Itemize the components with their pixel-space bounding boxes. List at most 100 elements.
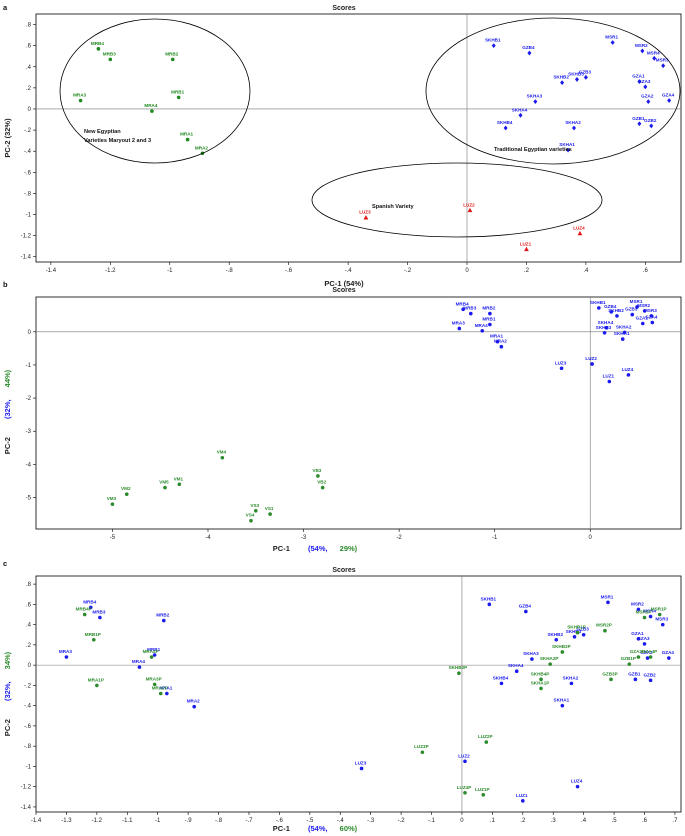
point-label-gza4p: GZA4P (642, 649, 657, 654)
x-tick-label: -.2 (398, 818, 406, 824)
panel-a-ylabel: PC-2 (32%) (3, 118, 12, 158)
point-skha4 (604, 326, 609, 330)
point-label-vm1: VM1 (174, 476, 184, 481)
point-skhb1p (575, 630, 580, 635)
point-luz1 (524, 246, 529, 252)
point-vm2 (124, 492, 129, 497)
point-skha2 (571, 125, 576, 131)
annotation-traditional: Traditional Egyptian varieties (494, 147, 572, 153)
point-luz1 (520, 799, 525, 803)
point-label-gza2: GZA2 (640, 650, 653, 655)
point-skhb3 (572, 634, 577, 639)
point-msr4 (648, 614, 653, 619)
point-gza2 (645, 656, 650, 660)
point-label-skha1: SKHA1 (559, 142, 575, 147)
point-label-skhb1: SKHB1 (590, 300, 606, 305)
y-tick-label: -.6 (24, 170, 32, 176)
panel-b-plot-area (35, 296, 682, 530)
point-gzb4 (527, 50, 532, 56)
x-tick-label: -.9 (185, 818, 193, 824)
point-label-gza3p: GZA3P (630, 649, 645, 654)
point-label-mrb4: MRB4 (83, 599, 96, 604)
point-gzb3 (581, 632, 586, 637)
point-label-skhb3: SKHB3 (596, 325, 612, 330)
y-tick-label: -.8 (24, 191, 32, 197)
point-vm5 (163, 485, 167, 490)
panel-a-title: Scores (332, 5, 355, 12)
point-label-vm5: VM5 (159, 480, 169, 485)
point-msr1 (635, 305, 639, 309)
point-luz3 (359, 766, 364, 771)
point-label-gzb1: GZB1 (632, 116, 645, 121)
point-msr3 (649, 314, 654, 318)
point-label-skha3: SKHA3 (523, 651, 539, 656)
point-label-skhb2: SKHB2 (547, 632, 563, 637)
point-label-mrb2: MRB2 (156, 613, 169, 618)
point-msr2 (642, 309, 647, 313)
point-gzb4 (524, 609, 528, 614)
point-msr4 (652, 55, 657, 61)
point-mrb1 (488, 322, 492, 327)
point-luz4 (626, 373, 631, 377)
point-label-gzb2: GZB2 (643, 672, 656, 677)
point-label-msr2: MSR2 (631, 601, 644, 606)
point-skhb3 (574, 77, 579, 82)
point-label-skhb3: SKHB3 (566, 629, 582, 634)
point-label-gzb3: GZB3 (577, 627, 590, 632)
panel-a-letter: a (3, 3, 8, 12)
x-tick-label: -.2 (404, 268, 412, 274)
point-skhb2p (457, 671, 461, 676)
x-tick-label: -1 (155, 818, 161, 824)
point-gza4 (650, 320, 655, 325)
y-tick-label: -1 (26, 213, 32, 219)
y-tick-label: -.8 (24, 744, 32, 750)
point-gzb1 (637, 121, 642, 127)
point-vb2 (320, 485, 325, 490)
point-label-luz2: LUZ2 (463, 202, 475, 207)
point-gza4 (667, 656, 671, 660)
point-label-vm2: VM2 (121, 486, 131, 491)
point-skha1 (566, 147, 571, 153)
point-skha3 (530, 657, 534, 661)
point-luz3 (559, 366, 564, 371)
point-mrb2 (170, 57, 175, 62)
y-tick-label: -.4 (24, 704, 32, 710)
point-label-msr3: MSR3 (656, 58, 669, 63)
y-tick-label: -.4 (24, 149, 32, 155)
point-skhb1 (597, 306, 601, 310)
point-label-skha2: SKHA2 (616, 324, 632, 329)
point-mra1p (95, 683, 99, 688)
point-label-luz4: LUZ4 (573, 226, 585, 231)
point-mrb1p (92, 638, 96, 642)
point-label-gzb4: GZB4 (604, 304, 617, 309)
point-luz4 (577, 230, 583, 236)
x-tick-label: -1.4 (31, 818, 42, 824)
point-mra4 (137, 665, 142, 669)
point-label-gzb3: GZB3 (579, 69, 592, 74)
point-label-luz4: LUZ4 (622, 367, 634, 372)
point-label-mra2p: MRA2P (152, 685, 168, 690)
y-tick-label: .8 (26, 23, 32, 29)
point-msr1p (657, 612, 662, 617)
y-tick-label: -3 (26, 429, 32, 435)
point-gza3 (642, 642, 647, 646)
y-tick-label: -1.4 (21, 805, 32, 811)
point-vb3 (316, 474, 320, 478)
point-mra4 (150, 109, 154, 113)
point-label-skha1p: SKHA1P (531, 680, 550, 685)
x-tick-label: 0 (589, 535, 593, 541)
point-label-msr4: MSR4 (643, 609, 656, 614)
panel-c-ylabel-pct2: 34%) (3, 651, 12, 669)
point-label-mra3: MRA3 (452, 320, 465, 325)
annotation-maryout: Varieties Maryout 2 and 3 (84, 138, 151, 144)
x-tick-label: -.4 (337, 818, 345, 824)
point-label-gza4: GZA4 (645, 315, 658, 320)
x-tick-label: .3 (551, 818, 557, 824)
point-mrb3 (98, 615, 102, 620)
point-vs1 (268, 512, 272, 516)
point-vs3 (253, 508, 258, 513)
panel-b-title: Scores (332, 287, 355, 294)
point-mra1 (165, 691, 169, 696)
y-tick-label: -.2 (24, 128, 32, 134)
